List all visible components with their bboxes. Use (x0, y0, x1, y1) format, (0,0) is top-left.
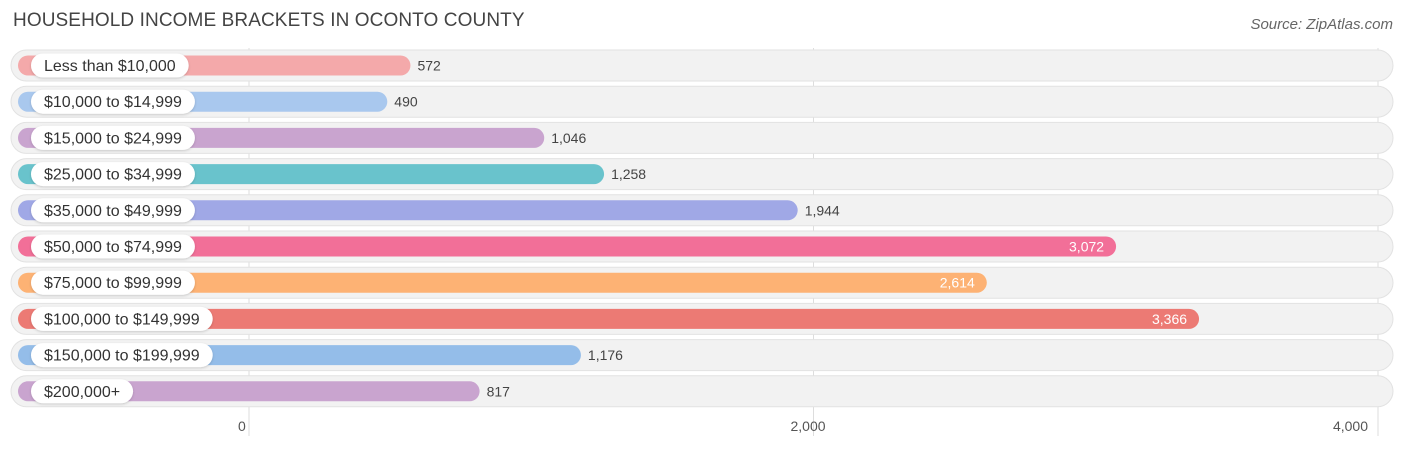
category-label: $25,000 to $34,999 (44, 167, 182, 184)
category-label: $200,000+ (44, 384, 120, 401)
bar (18, 200, 798, 221)
value-label: 1,258 (611, 166, 646, 182)
value-label: 2,614 (940, 275, 975, 291)
category-label-pill (31, 343, 213, 368)
category-label-pill (31, 53, 189, 78)
category-label: $150,000 to $199,999 (44, 348, 200, 365)
x-tick-label: 0 (238, 418, 246, 434)
bar (18, 308, 1200, 329)
category-label: $100,000 to $149,999 (44, 311, 200, 328)
category-label: $35,000 to $49,999 (44, 203, 182, 220)
category-label-pill (31, 125, 195, 150)
value-label: 1,944 (805, 202, 840, 218)
x-tick-label: 4,000 (1333, 418, 1368, 434)
bar-row: $15,000 to $24,999 1,046 (10, 121, 1394, 154)
category-label: $10,000 to $14,999 (44, 94, 182, 111)
bar-row: $75,000 to $99,999 2,614 (10, 266, 1394, 299)
category-label-pill (31, 270, 195, 295)
category-label: $75,000 to $99,999 (44, 275, 182, 292)
bar-row: $100,000 to $149,999 3,366 (10, 302, 1394, 335)
x-tick-label: 2,000 (791, 418, 826, 434)
bar-row: $150,000 to $199,999 1,176 (10, 339, 1394, 372)
bar (18, 272, 987, 293)
category-label-pill (31, 198, 195, 223)
category-label-pill (31, 162, 195, 187)
bar-row: $25,000 to $34,999 1,258 (10, 158, 1394, 191)
chart-title: HOUSEHOLD INCOME BRACKETS IN OCONTO COUN… (13, 10, 525, 31)
bar-row: $200,000+ 817 (10, 375, 1394, 408)
bar-row: $10,000 to $14,999 490 (10, 85, 1394, 118)
value-label: 1,176 (588, 347, 623, 363)
category-label: Less than $10,000 (44, 58, 176, 75)
category-label-pill (31, 306, 213, 331)
value-label: 1,046 (551, 130, 586, 146)
bar (18, 381, 480, 402)
category-label-pill (31, 234, 195, 259)
value-label: 3,072 (1069, 239, 1104, 255)
bar (18, 236, 1117, 257)
bar-row: $35,000 to $49,999 1,944 (10, 194, 1394, 227)
value-label: 3,366 (1152, 311, 1187, 327)
value-label: 572 (417, 58, 441, 74)
category-label-pill (31, 379, 134, 404)
value-label: 490 (394, 94, 418, 110)
value-label: 817 (487, 383, 511, 399)
bar-row: $50,000 to $74,999 3,072 (10, 230, 1394, 263)
category-label: $15,000 to $24,999 (44, 130, 182, 147)
category-label: $50,000 to $74,999 (44, 239, 182, 256)
bar-row: Less than $10,000 572 (10, 49, 1394, 82)
category-label-pill (31, 89, 195, 114)
chart-source: Source: ZipAtlas.com (1250, 16, 1393, 33)
